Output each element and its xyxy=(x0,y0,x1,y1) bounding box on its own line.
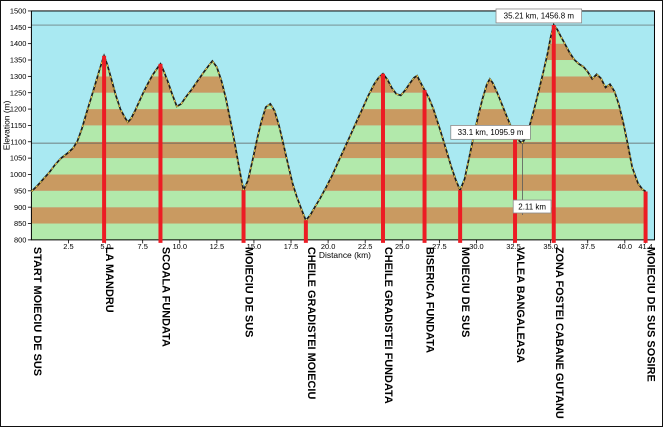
waypoint-label: VALEA BANGALEASA xyxy=(514,247,526,363)
x-tick-label: 20.0 xyxy=(321,242,336,251)
waypoint-label: MOIECIU DE SUS xyxy=(243,247,255,338)
peak-annotation-text: 35.21 km, 1456.8 m xyxy=(504,12,575,21)
y-tick-label: 950 xyxy=(14,186,26,195)
x-tick-label: 27.5 xyxy=(432,242,447,251)
x-tick-label: 32.5 xyxy=(506,242,521,251)
y-tick-label: 1100 xyxy=(10,137,26,146)
x-tick-label: 2.5 xyxy=(63,242,73,251)
y-tick-label: 850 xyxy=(14,219,26,228)
y-tick-label: 1050 xyxy=(10,154,27,163)
waypoint-label: CHEILE GRADISTEI FUNDATA xyxy=(382,247,394,404)
waypoint-label: LA MANDRU xyxy=(103,247,115,313)
y-tick-label: 1000 xyxy=(10,170,27,179)
stripe-band xyxy=(31,174,646,191)
y-tick-label: 1450 xyxy=(10,23,27,32)
y-tick-label: 800 xyxy=(14,235,26,244)
x-tick-label: 12.5 xyxy=(210,242,225,251)
y-tick-label: 1300 xyxy=(10,72,27,81)
waypoint-label: CHEILE GRADISTEI MOIECIU xyxy=(305,247,317,400)
valley-annotation-box xyxy=(450,125,531,140)
stripe-band xyxy=(31,190,646,208)
y-tick-label: 1150 xyxy=(10,121,26,130)
x-tick-label: 17.5 xyxy=(284,242,299,251)
waypoint-label: BISERICA FUNDATA xyxy=(424,247,436,353)
waypoint-label: MOIECIU DE SUS xyxy=(459,247,471,338)
x-tick-label: 40.0 xyxy=(618,242,633,251)
x-tick-label: 5.0 xyxy=(100,242,110,251)
x-tick-label: 22.5 xyxy=(358,242,373,251)
x-tick-label: 41.4 xyxy=(638,242,653,251)
stripe-band xyxy=(31,158,646,175)
stripe-band xyxy=(31,223,646,240)
valley-annotation-text: 33.1 km, 1095.9 m xyxy=(458,128,524,137)
x-tick-label: 37.5 xyxy=(580,242,595,251)
x-tick-label: 7.5 xyxy=(137,242,147,251)
segment-annotation-box xyxy=(512,199,552,214)
y-tick-label: 1500 xyxy=(10,7,27,16)
profile-line-dash xyxy=(31,23,646,222)
x-tick-label: 15.0 xyxy=(247,242,262,251)
y-tick-label: 1200 xyxy=(10,105,27,114)
segment-annotation-text: 2.11 km xyxy=(518,202,546,211)
stripe-band xyxy=(31,207,646,224)
y-tick-label: 1400 xyxy=(10,39,27,48)
y-tick-label: 900 xyxy=(14,203,26,212)
y-tick-label: 1250 xyxy=(10,88,27,97)
y-tick-label: 1350 xyxy=(10,56,27,65)
waypoint-label: START MOIECIU DE SUS xyxy=(31,247,43,376)
x-tick-label: 10.0 xyxy=(173,242,188,251)
peak-annotation-box xyxy=(495,8,583,24)
x-axis-title: Distance (km) xyxy=(319,250,371,260)
waypoint-label: ZONA FOSTEI CABANE GUTANU xyxy=(553,247,565,419)
x-tick-label: 30.0 xyxy=(469,242,484,251)
x-tick-label: 35.0 xyxy=(543,242,558,251)
waypoint-label: SCOALA FUNDATA xyxy=(159,247,171,347)
y-axis-title: Elevation (m) xyxy=(2,100,12,150)
waypoint-label: MOIECIU DE SUS SOSIRE xyxy=(645,247,657,382)
x-tick-label: 25.0 xyxy=(395,242,410,251)
